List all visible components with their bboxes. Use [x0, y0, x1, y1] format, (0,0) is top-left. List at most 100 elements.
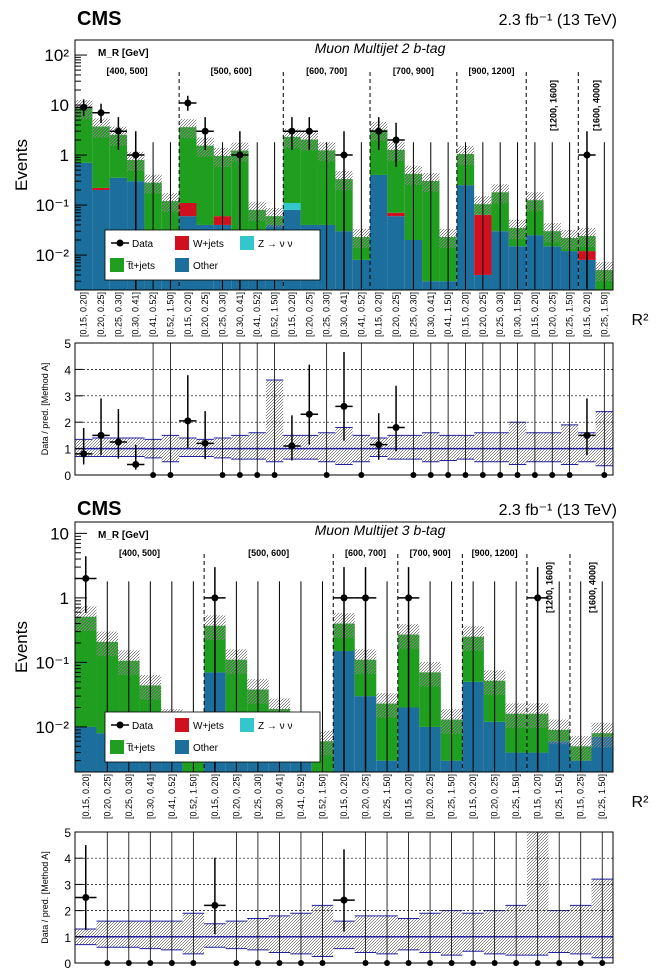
legend-swatch-wjets: [175, 236, 189, 250]
data-point: [340, 151, 348, 159]
x-category-label: [0.52, 1.50]: [270, 292, 280, 337]
data-point: [201, 127, 209, 135]
data-point: [583, 151, 591, 159]
legend-data-marker: [116, 721, 124, 729]
legend-swatch-other: [175, 258, 189, 272]
x-axis-title: R²: [632, 794, 650, 811]
x-category-label: [0.15, 0.20]: [530, 292, 540, 337]
x-category-label: [0.20, 0.25]: [304, 292, 314, 337]
x-category-label: [0.41, 0.52]: [356, 292, 366, 337]
ratio-uncertainty-band: [335, 427, 353, 465]
x-category-label: [0.15, 0.20]: [210, 774, 220, 819]
x-category-label: [0.25, 0.30]: [253, 774, 263, 819]
data-point: [405, 594, 413, 602]
bar-ttjets: [283, 136, 301, 203]
ratio-y-tick-label: 1: [64, 931, 71, 945]
plot-frame: [74, 521, 614, 773]
legend-label: t̅t+jets: [126, 742, 155, 754]
x-category-label: [0.15, 0.20]: [183, 292, 193, 337]
x-category-label: [0.25, 1.50]: [597, 774, 607, 819]
data-point: [305, 127, 313, 135]
data-point: [132, 151, 140, 159]
legend-swatch-ttjets: [110, 258, 124, 272]
legend-swatch-znunu: [240, 718, 254, 732]
x-category-label: [0.25, 1.50]: [599, 292, 609, 337]
ratio-point: [340, 896, 348, 904]
x-category-label: [0.15, 0.20]: [374, 292, 384, 337]
bar-other: [75, 162, 93, 290]
bar-other: [75, 726, 97, 772]
x-category-label: [0.41, 0.52]: [296, 774, 306, 819]
data-point: [392, 136, 400, 144]
bar-ttjets: [75, 616, 97, 727]
mr-bin-label: [1200, 1600]: [548, 80, 558, 131]
mr-axis-label: M_R [GeV]: [98, 48, 149, 59]
y-tick-label: 10⁻¹: [35, 653, 69, 672]
mr-bin-label: [1600, 4000]: [587, 562, 597, 613]
x-category-label: [0.15, 0.20]: [404, 774, 414, 819]
data-point: [80, 103, 88, 111]
legend-label: Z → ν ν: [258, 239, 292, 250]
ratio-y-tick-label: 4: [64, 852, 71, 866]
x-category-label: [0.15, 0.20]: [468, 774, 478, 819]
bar-wjets: [92, 187, 110, 190]
y-axis-title: Events: [12, 139, 31, 191]
x-category-label: [0.41, 0.52]: [167, 774, 177, 819]
x-category-label: [0.20, 0.25]: [425, 774, 435, 819]
mr-bin-label: [1200, 1600]: [544, 562, 554, 613]
uncertainty-band: [179, 119, 197, 139]
y-tick-label: 10⁻²: [35, 718, 69, 737]
bar-ttjets: [387, 149, 405, 213]
legend-swatch-wjets: [175, 718, 189, 732]
mr-bin-label: [700, 900]: [393, 66, 434, 76]
x-category-label: [0.25, 0.30]: [113, 292, 123, 337]
mr-bin-label: [400, 500]: [107, 66, 148, 76]
mr-bin-label: [700, 900]: [410, 548, 451, 558]
lumi-label: 2.3 fb⁻¹ (13 TeV): [499, 12, 617, 29]
x-category-label: [0.15, 0.25]: [576, 774, 586, 819]
ratio-point: [288, 442, 296, 450]
bar-ttjets: [92, 126, 110, 188]
chart-panel-top: CMS 2.3 fb⁻¹ (13 TeV) Muon Multijet 2 b-ta…: [12, 8, 649, 483]
uncertainty-band: [92, 118, 110, 138]
x-category-label: [0.41, 1.50]: [443, 292, 453, 337]
ratio-y-tick-label: 3: [64, 878, 71, 892]
x-category-label: [0.20, 0.25]: [490, 774, 500, 819]
ratio-y-tick-label: 0: [64, 957, 71, 968]
x-category-label: [0.25, 1.50]: [554, 774, 564, 819]
x-category-label: [0.30, 0.41]: [426, 292, 436, 337]
data-point: [288, 127, 296, 135]
x-axis-title: R²: [632, 312, 650, 329]
chart-panel-bottom: CMS 2.3 fb⁻¹ (13 TeV) Muon Multijet 3 b-ta…: [12, 498, 649, 968]
legend-swatch-ttjets: [110, 740, 124, 754]
x-category-label: [0.15, 0.20]: [81, 774, 91, 819]
legend-label: Z → ν ν: [258, 721, 292, 732]
y-tick-label: 10⁻¹: [35, 196, 69, 215]
x-category-label: [0.20, 0.25]: [96, 292, 106, 337]
mr-bin-label: [400, 500]: [119, 548, 160, 558]
x-category-label: [0.30, 0.41]: [274, 774, 284, 819]
bar-znunu: [283, 202, 301, 210]
x-category-label: [0.15, 0.20]: [287, 292, 297, 337]
ratio-point: [201, 439, 209, 447]
bar-other: [370, 174, 388, 290]
mr-bin-label: [600, 700]: [306, 66, 347, 76]
x-category-label: [0.41, 0.52]: [252, 292, 262, 337]
legend-box: [104, 229, 321, 281]
x-category-label: [0.25, 0.30]: [322, 292, 332, 337]
ratio-point: [392, 423, 400, 431]
bar-other: [387, 216, 405, 290]
x-category-label: [0.30, 0.41]: [131, 292, 141, 337]
data-point: [184, 99, 192, 107]
chart-title: Muon Multijet 3 b-tag: [315, 522, 446, 538]
bar-ttjets: [196, 145, 214, 225]
mr-axis-label: M_R [GeV]: [98, 530, 149, 541]
ratio-point: [211, 901, 219, 909]
ratio-y-axis-title: Data / pred. [Method A]: [40, 851, 50, 944]
data-point: [340, 594, 348, 602]
ratio-y-tick-label: 2: [64, 905, 71, 919]
x-category-label: [0.20, 0.25]: [200, 292, 210, 337]
x-category-label: [0.15, 0.20]: [339, 774, 349, 819]
bar-ttjets: [370, 129, 388, 175]
x-category-label: [0.20, 0.25]: [547, 292, 557, 337]
